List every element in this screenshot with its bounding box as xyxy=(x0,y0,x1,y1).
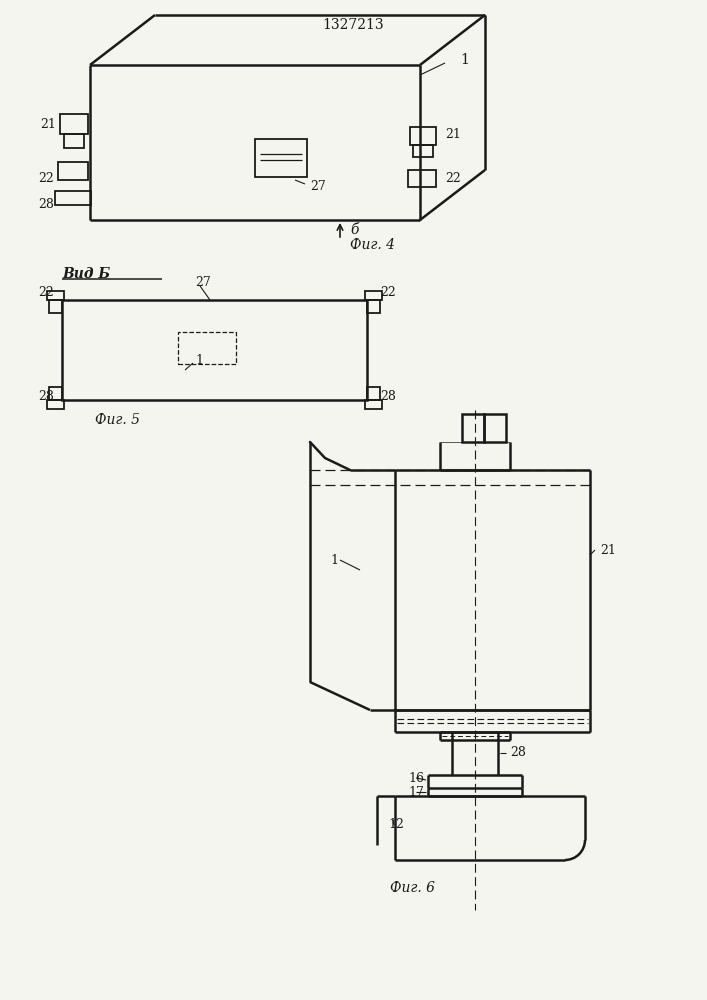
Bar xyxy=(62,300,367,400)
Text: 22: 22 xyxy=(38,286,54,300)
Bar xyxy=(408,170,436,187)
Text: 1: 1 xyxy=(330,554,338,566)
Bar xyxy=(55,191,91,205)
Bar xyxy=(255,139,307,177)
Bar xyxy=(49,387,62,400)
Text: 1: 1 xyxy=(195,354,203,366)
Bar xyxy=(47,291,64,300)
Bar xyxy=(365,400,382,409)
Text: 22: 22 xyxy=(38,172,54,184)
Bar xyxy=(47,400,64,409)
Text: Фиг. 4: Фиг. 4 xyxy=(350,238,395,252)
Bar xyxy=(64,134,84,148)
Text: 27: 27 xyxy=(310,180,326,194)
Bar xyxy=(49,300,62,313)
Bar xyxy=(58,162,88,180)
Text: 21: 21 xyxy=(600,544,616,556)
Text: 21: 21 xyxy=(40,118,56,131)
Text: 1327213: 1327213 xyxy=(322,18,384,32)
Text: 28: 28 xyxy=(38,390,54,403)
Bar xyxy=(367,387,380,400)
Text: Фиг. 5: Фиг. 5 xyxy=(95,413,140,427)
Text: 28: 28 xyxy=(38,198,54,211)
Text: 16: 16 xyxy=(408,772,424,784)
Text: 28: 28 xyxy=(510,746,526,760)
Bar xyxy=(462,414,484,442)
Bar xyxy=(365,291,382,300)
Text: 21: 21 xyxy=(445,128,461,141)
Text: 17: 17 xyxy=(408,786,424,798)
Text: Вид Б: Вид Б xyxy=(62,267,110,281)
Bar xyxy=(484,414,506,442)
Text: 22: 22 xyxy=(380,286,396,300)
Text: 1: 1 xyxy=(460,53,469,67)
Bar xyxy=(367,300,380,313)
Bar xyxy=(410,127,436,145)
Text: 22: 22 xyxy=(445,172,461,184)
Text: 27: 27 xyxy=(195,275,211,288)
Bar xyxy=(178,332,236,364)
Text: б: б xyxy=(350,223,358,237)
Text: 12: 12 xyxy=(388,818,404,832)
Text: Фиг. 6: Фиг. 6 xyxy=(390,881,435,895)
Bar xyxy=(60,114,88,134)
Bar xyxy=(413,145,433,157)
Text: 28: 28 xyxy=(380,390,396,403)
